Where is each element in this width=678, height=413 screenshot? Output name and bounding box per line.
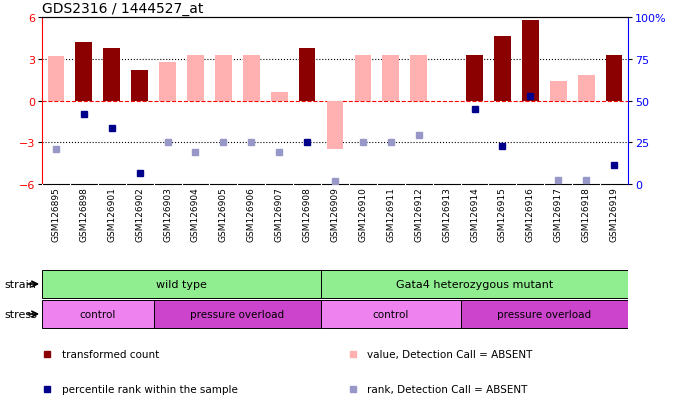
Text: GSM126911: GSM126911 bbox=[386, 187, 395, 242]
Text: strain: strain bbox=[4, 279, 36, 289]
Bar bbox=[578, 76, 595, 101]
Text: GSM126901: GSM126901 bbox=[107, 187, 116, 242]
Text: pressure overload: pressure overload bbox=[191, 309, 284, 319]
Bar bbox=[327, 101, 343, 150]
Text: Gata4 heterozygous mutant: Gata4 heterozygous mutant bbox=[396, 279, 553, 289]
Text: GSM126913: GSM126913 bbox=[442, 187, 451, 242]
Bar bbox=[154, 300, 321, 329]
Text: pressure overload: pressure overload bbox=[497, 309, 591, 319]
Bar bbox=[321, 300, 460, 329]
Text: GSM126898: GSM126898 bbox=[79, 187, 88, 242]
Bar bbox=[382, 55, 399, 101]
Bar bbox=[355, 55, 372, 101]
Text: GSM126916: GSM126916 bbox=[526, 187, 535, 242]
Text: wild type: wild type bbox=[156, 279, 207, 289]
Bar bbox=[243, 55, 260, 101]
Bar bbox=[42, 300, 154, 329]
Bar bbox=[321, 270, 628, 299]
Bar bbox=[159, 62, 176, 101]
Bar bbox=[522, 21, 539, 101]
Text: GSM126919: GSM126919 bbox=[610, 187, 618, 242]
Text: GSM126910: GSM126910 bbox=[359, 187, 367, 242]
Text: GSM126912: GSM126912 bbox=[414, 187, 423, 242]
Text: GDS2316 / 1444527_at: GDS2316 / 1444527_at bbox=[42, 2, 203, 16]
Text: GSM126907: GSM126907 bbox=[275, 187, 283, 242]
Text: rank, Detection Call = ABSENT: rank, Detection Call = ABSENT bbox=[367, 384, 528, 394]
Text: GSM126895: GSM126895 bbox=[52, 187, 60, 242]
Bar bbox=[132, 71, 148, 101]
Bar bbox=[494, 38, 511, 101]
Bar bbox=[605, 55, 622, 101]
Bar bbox=[466, 55, 483, 101]
Text: GSM126905: GSM126905 bbox=[219, 187, 228, 242]
Bar bbox=[460, 300, 628, 329]
Bar bbox=[103, 48, 120, 101]
Bar bbox=[215, 55, 232, 101]
Text: control: control bbox=[79, 309, 116, 319]
Text: control: control bbox=[373, 309, 409, 319]
Bar bbox=[42, 270, 321, 299]
Text: GSM126904: GSM126904 bbox=[191, 187, 200, 242]
Text: GSM126909: GSM126909 bbox=[330, 187, 340, 242]
Text: GSM126917: GSM126917 bbox=[554, 187, 563, 242]
Bar bbox=[550, 82, 567, 101]
Bar bbox=[75, 43, 92, 101]
Text: GSM126906: GSM126906 bbox=[247, 187, 256, 242]
Bar bbox=[187, 55, 204, 101]
Bar bbox=[47, 57, 64, 101]
Text: GSM126908: GSM126908 bbox=[302, 187, 312, 242]
Text: GSM126915: GSM126915 bbox=[498, 187, 507, 242]
Text: GSM126902: GSM126902 bbox=[135, 187, 144, 242]
Text: GSM126903: GSM126903 bbox=[163, 187, 172, 242]
Text: stress: stress bbox=[4, 309, 37, 319]
Text: GSM126914: GSM126914 bbox=[470, 187, 479, 242]
Text: value, Detection Call = ABSENT: value, Detection Call = ABSENT bbox=[367, 349, 533, 359]
Text: GSM126918: GSM126918 bbox=[582, 187, 591, 242]
Text: transformed count: transformed count bbox=[62, 349, 159, 359]
Text: percentile rank within the sample: percentile rank within the sample bbox=[62, 384, 238, 394]
Bar bbox=[299, 48, 315, 101]
Bar bbox=[271, 93, 287, 101]
Bar bbox=[410, 55, 427, 101]
